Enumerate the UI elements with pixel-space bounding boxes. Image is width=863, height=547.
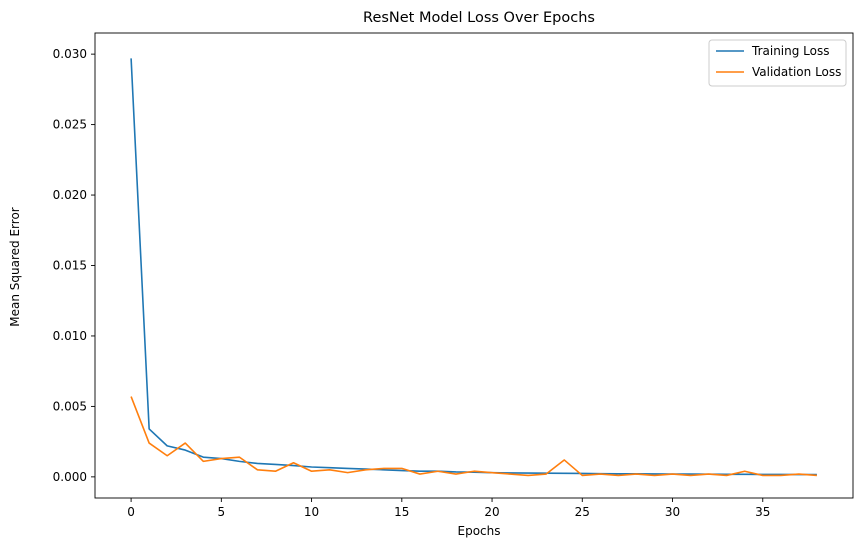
x-tick-label: 10	[304, 505, 319, 519]
x-tick-label: 20	[484, 505, 499, 519]
y-tick-label: 0.005	[53, 399, 87, 413]
legend-label-validation-loss: Validation Loss	[752, 65, 841, 79]
y-axis-label: Mean Squared Error	[8, 207, 22, 327]
x-tick-label: 15	[394, 505, 409, 519]
y-tick-label: 0.010	[53, 329, 87, 343]
series-line-training-loss	[130, 58, 817, 476]
y-tick-label: 0.015	[53, 259, 87, 273]
plot-area	[130, 58, 817, 477]
x-tick-label: 30	[665, 505, 680, 519]
x-tick-label: 0	[127, 505, 135, 519]
y-tick-label: 0.030	[53, 47, 87, 61]
y-tick-label: 0.025	[53, 118, 87, 132]
legend-label-training-loss: Training Loss	[751, 44, 829, 58]
x-axis: 0 5 10 15 20 25 30 35	[127, 498, 770, 519]
y-axis: 0.000 0.005 0.010 0.015 0.020 0.025 0.030	[53, 47, 95, 484]
chart-title: ResNet Model Loss Over Epochs	[363, 10, 595, 26]
legend: Training Loss Validation Loss	[708, 39, 847, 87]
x-tick-label: 35	[755, 505, 770, 519]
y-tick-label: 0.000	[53, 470, 87, 484]
x-axis-label: Epochs	[458, 524, 501, 538]
x-tick-label: 5	[218, 505, 226, 519]
series-line-validation-loss	[130, 396, 817, 477]
x-tick-label: 25	[575, 505, 590, 519]
y-tick-label: 0.020	[53, 188, 87, 202]
plot-frame	[94, 32, 854, 499]
